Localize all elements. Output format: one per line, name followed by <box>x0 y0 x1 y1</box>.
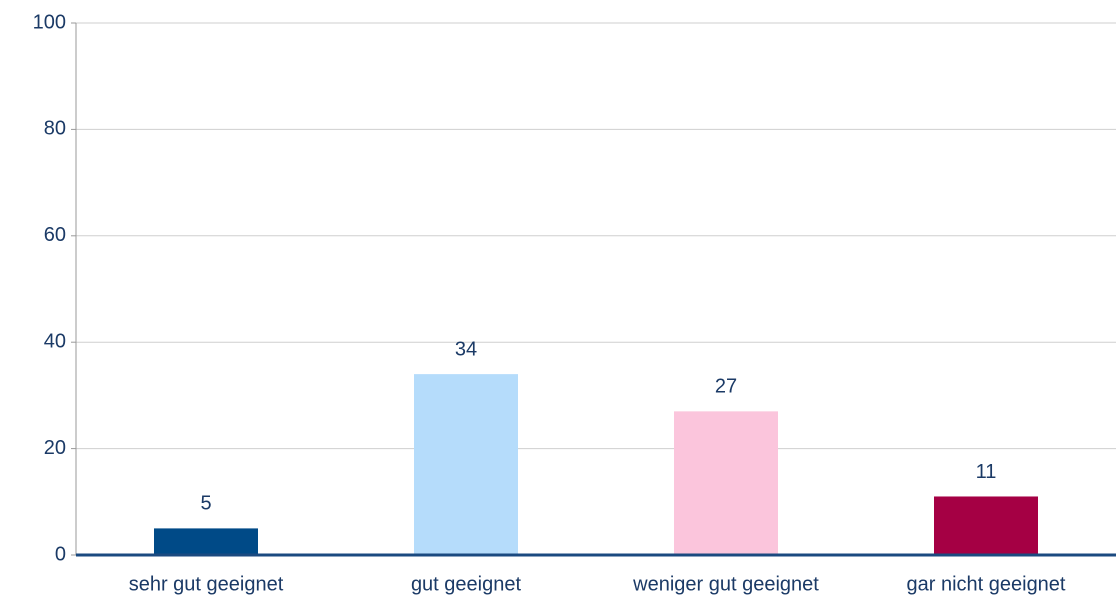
x-tick-label: sehr gut geeignet <box>129 573 284 595</box>
x-tick-label: weniger gut geeignet <box>632 573 819 595</box>
y-tick-label: 20 <box>44 437 66 459</box>
y-tick-label: 60 <box>44 224 66 246</box>
x-tick-label: gut geeignet <box>411 573 522 595</box>
data-label: 11 <box>976 461 997 483</box>
bar <box>934 496 1038 555</box>
y-tick-label: 0 <box>55 543 66 565</box>
bar <box>674 411 778 555</box>
y-tick-label: 100 <box>33 11 66 33</box>
x-tick-label: gar nicht geeignet <box>906 573 1065 595</box>
y-tick-label: 40 <box>44 330 66 352</box>
y-tick-label: 80 <box>44 118 66 140</box>
data-label: 34 <box>455 338 477 360</box>
bar <box>154 528 258 555</box>
data-label: 5 <box>200 493 211 515</box>
data-label: 27 <box>715 376 737 398</box>
bar <box>414 374 518 555</box>
